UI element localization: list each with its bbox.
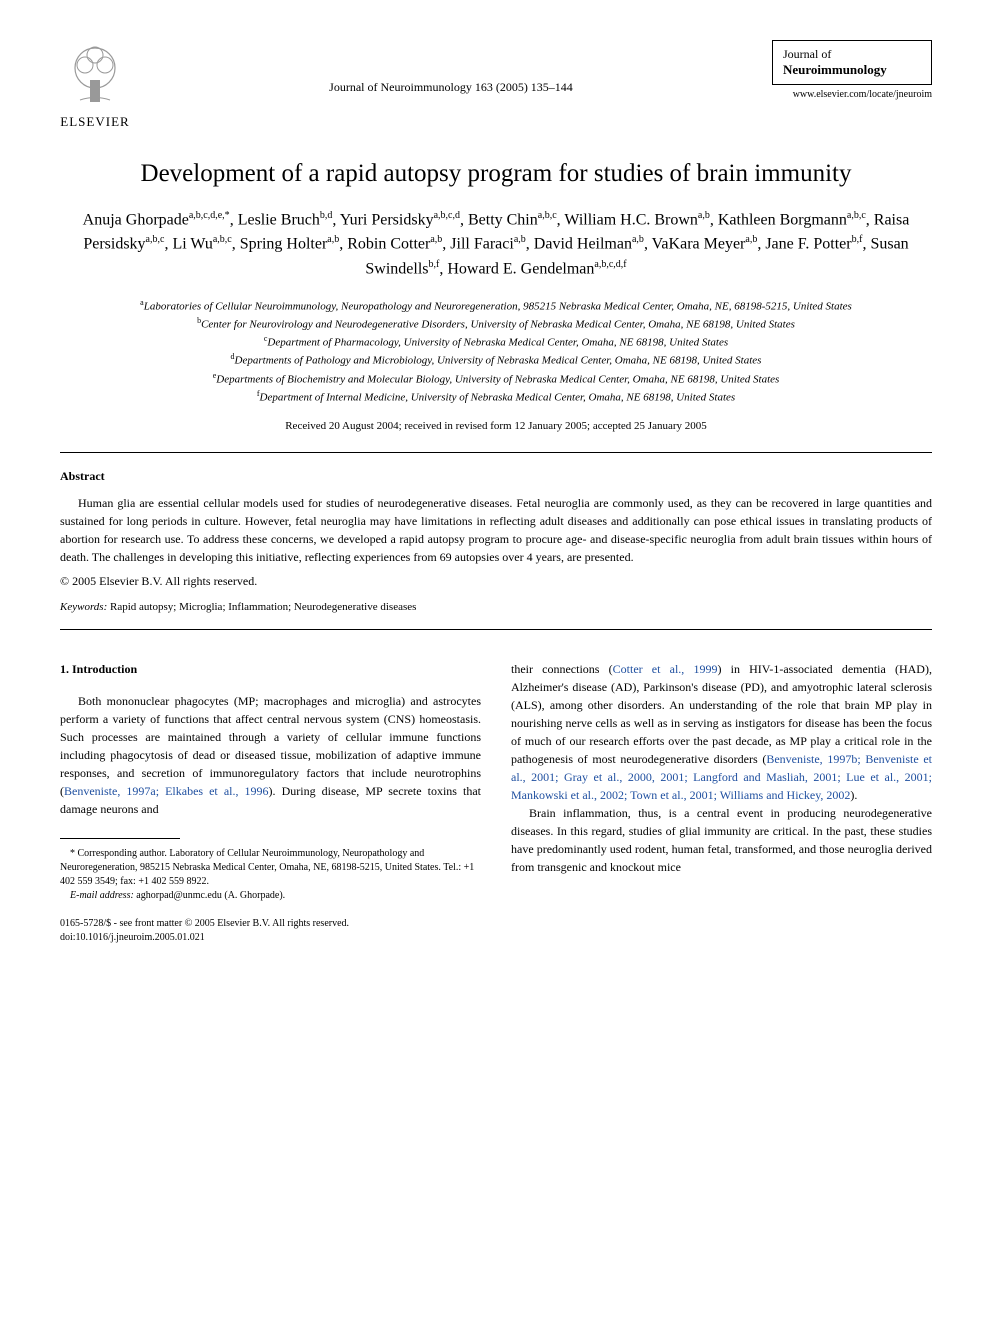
abstract-text: Human glia are essential cellular models… bbox=[60, 494, 932, 566]
affiliation-line: dDepartments of Pathology and Microbiolo… bbox=[60, 351, 932, 369]
intro-text: ). bbox=[850, 788, 857, 802]
body-columns: 1. Introduction Both mononuclear phagocy… bbox=[60, 660, 932, 945]
footnote-corr: * Corresponding author. Laboratory of Ce… bbox=[60, 847, 481, 889]
keywords-label: Keywords: bbox=[60, 601, 107, 613]
intro-text: their connections ( bbox=[511, 662, 613, 676]
keywords: Keywords: Rapid autopsy; Microglia; Infl… bbox=[60, 601, 932, 613]
footer-doi: doi:10.1016/j.jneuroim.2005.01.021 bbox=[60, 931, 481, 945]
publisher-logo: ELSEVIER bbox=[60, 40, 130, 130]
footer-meta: 0165-5728/$ - see front matter © 2005 El… bbox=[60, 917, 481, 945]
affiliation-line: eDepartments of Biochemistry and Molecul… bbox=[60, 370, 932, 388]
section-heading-intro: 1. Introduction bbox=[60, 660, 481, 678]
intro-paragraph-1: Both mononuclear phagocytes (MP; macroph… bbox=[60, 692, 481, 818]
journal-url: www.elsevier.com/locate/jneuroim bbox=[772, 89, 932, 100]
journal-brand-box: Journal of Neuroimmunology www.elsevier.… bbox=[772, 40, 932, 100]
author-list: Anuja Ghorpadea,b,c,d,e,*, Leslie Bruchb… bbox=[60, 208, 932, 281]
article-dates: Received 20 August 2004; received in rev… bbox=[60, 420, 932, 432]
intro-paragraph-1-cont: their connections (Cotter et al., 1999) … bbox=[511, 660, 932, 804]
journal-label-top: Journal of bbox=[783, 47, 921, 62]
email-label: E-mail address: bbox=[70, 890, 134, 901]
affiliation-line: aLaboratories of Cellular Neuroimmunolog… bbox=[60, 297, 932, 315]
divider bbox=[60, 452, 932, 453]
intro-paragraph-2: Brain inflammation, thus, is a central e… bbox=[511, 804, 932, 876]
journal-title-box: Journal of Neuroimmunology bbox=[772, 40, 932, 85]
divider bbox=[60, 629, 932, 630]
elsevier-tree-icon bbox=[60, 40, 130, 110]
affiliations: aLaboratories of Cellular Neuroimmunolog… bbox=[60, 297, 932, 406]
citation-link[interactable]: Cotter et al., 1999 bbox=[613, 662, 718, 676]
citation-link[interactable]: Benveniste, 1997a; Elkabes et al., 1996 bbox=[64, 784, 269, 798]
affiliation-line: bCenter for Neurovirology and Neurodegen… bbox=[60, 315, 932, 333]
article-title: Development of a rapid autopsy program f… bbox=[60, 160, 932, 188]
page-header: ELSEVIER Journal of Neuroimmunology 163 … bbox=[60, 40, 932, 130]
keywords-text: Rapid autopsy; Microglia; Inflammation; … bbox=[110, 601, 416, 613]
abstract-copyright: © 2005 Elsevier B.V. All rights reserved… bbox=[60, 574, 932, 589]
email-value: aghorpad@unmc.edu (A. Ghorpade). bbox=[136, 890, 285, 901]
intro-text: ) in HIV-1-associated dementia (HAD), Al… bbox=[511, 662, 932, 766]
abstract-section: Abstract Human glia are essential cellul… bbox=[60, 469, 932, 589]
affiliation-line: fDepartment of Internal Medicine, Univer… bbox=[60, 388, 932, 406]
footnote-email: E-mail address: aghorpad@unmc.edu (A. Gh… bbox=[60, 889, 481, 903]
right-column: their connections (Cotter et al., 1999) … bbox=[511, 660, 932, 945]
journal-reference: Journal of Neuroimmunology 163 (2005) 13… bbox=[130, 40, 772, 95]
abstract-heading: Abstract bbox=[60, 469, 932, 484]
affiliation-line: cDepartment of Pharmacology, University … bbox=[60, 333, 932, 351]
footer-line1: 0165-5728/$ - see front matter © 2005 El… bbox=[60, 917, 481, 931]
publisher-name: ELSEVIER bbox=[60, 114, 129, 130]
corresponding-author-footnote: * Corresponding author. Laboratory of Ce… bbox=[60, 847, 481, 903]
intro-text: Both mononuclear phagocytes (MP; macroph… bbox=[60, 694, 481, 798]
footnote-separator bbox=[60, 838, 180, 839]
journal-label-bold: Neuroimmunology bbox=[783, 62, 921, 78]
left-column: 1. Introduction Both mononuclear phagocy… bbox=[60, 660, 481, 945]
